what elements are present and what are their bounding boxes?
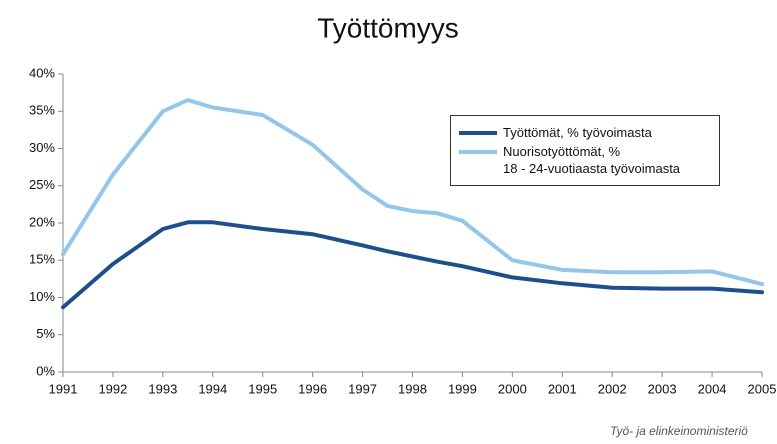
x-tick-label: 1993 — [148, 381, 177, 396]
legend-item: Työttömät, % työvoimasta — [459, 124, 711, 141]
legend: Työttömät, % työvoimasta Nuorisotyöttömät… — [450, 115, 720, 186]
x-tick-label: 2000 — [498, 381, 527, 396]
series-line — [61, 98, 764, 287]
chart-title: Työttömyys — [317, 12, 459, 43]
y-tick-label: 10% — [29, 289, 55, 304]
x-tick-label: 2003 — [648, 381, 677, 396]
y-tick-label: 5% — [36, 326, 55, 341]
x-tick-label: 1999 — [448, 381, 477, 396]
x-tick-label: 1994 — [198, 381, 227, 396]
x-tick-label: 2005 — [748, 381, 777, 396]
y-tick-label: 15% — [29, 252, 55, 267]
y-tick-label: 20% — [29, 214, 55, 229]
x-tick-label: 1992 — [98, 381, 127, 396]
x-tick-label: 2001 — [548, 381, 577, 396]
legend-swatch — [459, 131, 497, 135]
x-tick-label: 1996 — [298, 381, 327, 396]
x-tick-label: 2002 — [598, 381, 627, 396]
y-tick-label: 0% — [36, 363, 55, 378]
legend-label: Työttömät, % työvoimasta — [503, 125, 652, 140]
x-tick-label: 2004 — [698, 381, 727, 396]
x-tick-label: 1995 — [248, 381, 277, 396]
x-tick-label: 1991 — [49, 381, 78, 396]
source-note: Työ- ja elinkeinoministeriö — [610, 424, 748, 438]
legend-item: Nuorisotyöttömät, % 18 - 24-vuotiaasta t… — [459, 143, 711, 177]
legend-label: Nuorisotyöttömät, % 18 - 24-vuotiaasta t… — [503, 144, 681, 176]
y-tick-label: 30% — [29, 140, 55, 155]
y-tick-label: 40% — [29, 65, 55, 80]
series-line — [61, 220, 764, 310]
legend-swatch — [459, 150, 497, 154]
y-tick-label: 35% — [29, 103, 55, 118]
x-tick-label: 1998 — [398, 381, 427, 396]
y-tick-label: 25% — [29, 177, 55, 192]
x-tick-label: 1997 — [348, 381, 377, 396]
